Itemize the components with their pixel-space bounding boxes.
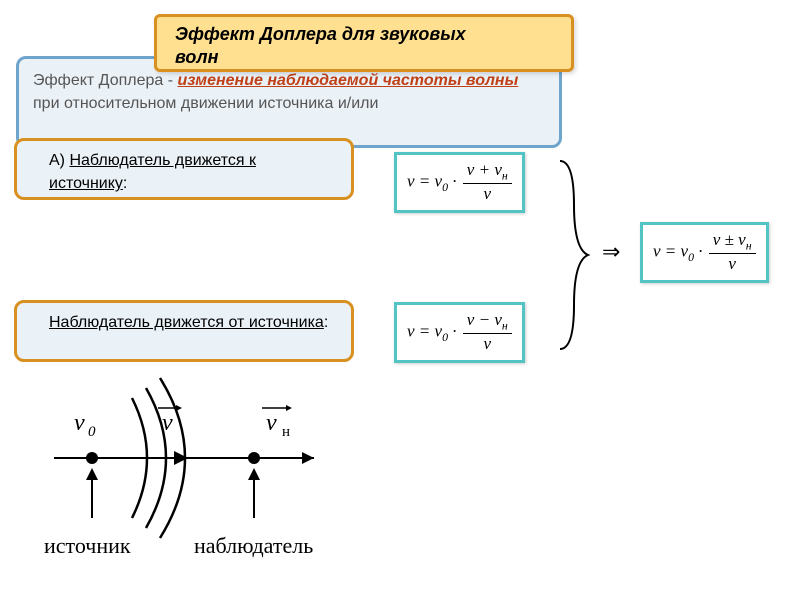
formula-a: ν = ν0 · v + vнv [394,152,525,213]
def-prefix: Эффект Доплера - [33,72,178,89]
fc-eq: = [661,242,681,261]
fb-nu: ν [407,322,415,341]
fc-den: v [709,254,756,274]
title-line2: волн [175,47,219,67]
svg-text:н: н [282,424,290,440]
fa-frac: v + vнv [463,161,512,204]
svg-text:0: 0 [88,424,96,440]
slide-title: Эффект Доплера для звуковых волн [154,14,574,72]
fc-subH: н [746,238,752,252]
fa-nu0: ν [435,172,443,191]
svg-text:ν: ν [74,410,85,436]
formula-b: ν = ν0 · v − vнv [394,302,525,363]
case-a-text: Наблюдатель движется к источнику [49,152,256,192]
def-line2: при относительном движении источника и/и… [33,95,378,112]
fb-nu0: ν [435,322,443,341]
svg-text:v: v [162,410,173,436]
case-b-colon: : [324,314,328,331]
def-emph: изменение наблюдаемой частоты волны [178,72,519,89]
fb-mi: − [474,310,494,329]
case-b-text: Наблюдатель движется от источника [49,314,324,331]
implies-arrow: ⇒ [602,239,620,265]
doppler-diagram: ν 0 v v н источник наблюдатель [14,368,354,568]
diag-observer-label: наблюдатель [194,533,313,558]
case-a-prefix: А) [49,152,69,169]
fc-vh: v [738,230,746,249]
fa-nu: ν [407,172,415,191]
case-a-colon: : [123,175,127,192]
fb-frac: v − vнv [463,311,512,354]
fb-dot: · [448,322,461,341]
fa-eq: = [415,172,435,191]
case-a-box: А) Наблюдатель движется к источнику: [14,138,354,200]
formula-combined: ν = ν0 · v ± vнv [640,222,769,283]
fa-dot: · [448,172,461,191]
diag-source-label: источник [44,533,131,558]
fb-vh: v [494,310,502,329]
fc-pm: ± [720,230,738,249]
fa-den: v [463,184,512,204]
fc-dot: · [694,242,707,261]
svg-text:v: v [266,410,277,436]
fb-subH: н [502,318,508,332]
fa-pl: + [474,160,494,179]
fa-vh: v [494,160,502,179]
fb-eq: = [415,322,435,341]
fb-den: v [463,334,512,354]
case-b-box: Наблюдатель движется от источника: [14,300,354,362]
fc-frac: v ± vнv [709,231,756,274]
title-line1: Эффект Доплера для звуковых [175,24,466,44]
brace-icon [552,155,602,355]
fa-subH: н [502,168,508,182]
fc-nu0: ν [681,242,689,261]
fc-nu: ν [653,242,661,261]
